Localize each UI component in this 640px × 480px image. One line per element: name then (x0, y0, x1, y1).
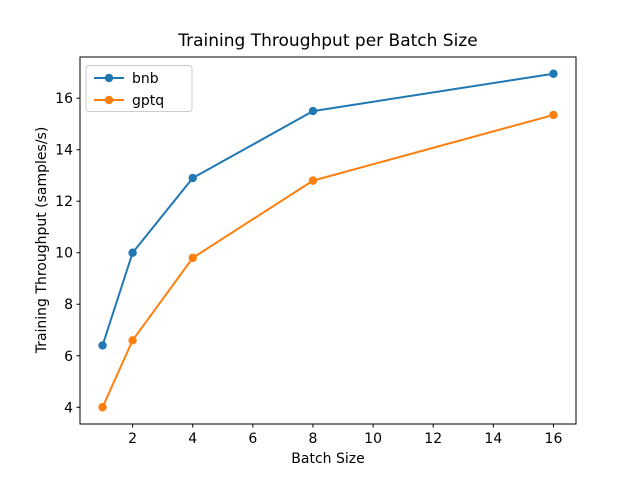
legend-label-gptq: gptq (132, 93, 164, 109)
x-tick-label: 16 (545, 431, 563, 447)
y-tick-label: 8 (64, 297, 73, 313)
y-tick-label: 10 (55, 246, 73, 262)
x-tick-label: 4 (188, 431, 197, 447)
data-point-gptq-x2 (128, 336, 137, 345)
x-tick-label: 6 (248, 431, 257, 447)
data-point-bnb-x8 (308, 106, 318, 116)
x-axis-label: Batch Size (291, 451, 365, 467)
data-point-bnb-x16 (549, 69, 558, 78)
legend-marker-bnb (104, 73, 114, 83)
y-tick-label: 4 (64, 400, 73, 416)
data-point-bnb-x2 (128, 248, 137, 257)
chart-title: Training Throughput per Batch Size (178, 31, 478, 51)
data-point-gptq-x1 (98, 403, 107, 412)
plot-border (79, 56, 577, 425)
data-point-gptq-x16 (549, 110, 558, 120)
y-tick-label: 12 (55, 194, 73, 210)
data-point-gptq-x4 (188, 253, 197, 263)
series-line-bnb (101, 72, 554, 346)
x-tick-label: 12 (424, 431, 442, 447)
legend-label-bnb: bnb (132, 71, 159, 87)
x-tick-label: 2 (128, 431, 137, 447)
y-axis-label: Training Throughput (samples/s) (34, 126, 50, 354)
x-tick-label: 14 (484, 431, 502, 447)
series-line-gptq (101, 113, 554, 408)
legend-marker-gptq (104, 95, 114, 105)
y-tick-label: 16 (55, 91, 73, 107)
data-point-bnb-x1 (98, 341, 107, 350)
x-tick-label: 8 (309, 431, 318, 447)
y-tick-label: 6 (64, 349, 73, 365)
data-point-gptq-x8 (308, 176, 318, 185)
y-tick-label: 14 (55, 143, 73, 159)
data-point-bnb-x4 (188, 173, 197, 183)
x-tick-label: 10 (364, 431, 382, 447)
